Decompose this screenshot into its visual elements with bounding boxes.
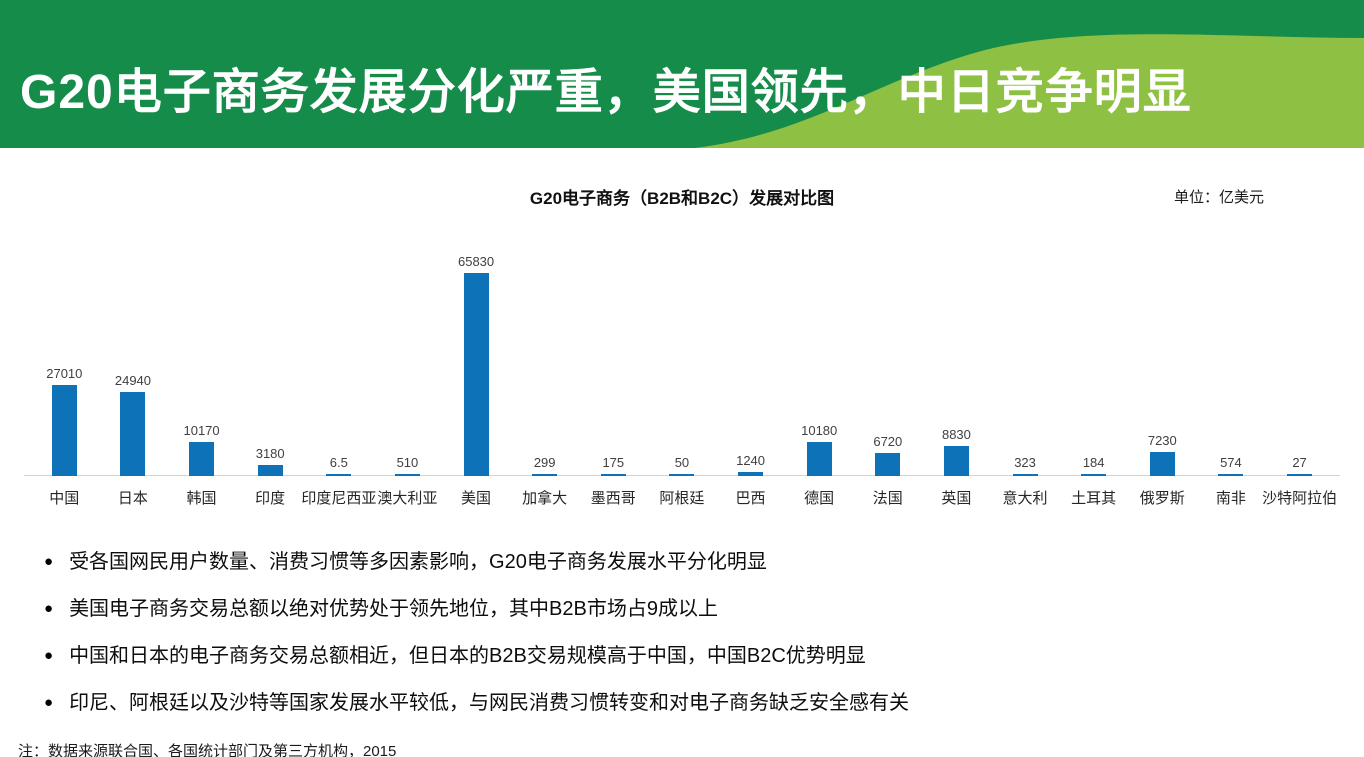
bar-value-label: 1240 [736, 453, 766, 468]
bar [669, 474, 695, 476]
bar [51, 385, 77, 476]
category-label: 韩国 [186, 490, 217, 507]
chart-title: G20电子商务（B2B和B2C）发展对比图 [529, 189, 835, 208]
bar-value-label: 6720 [873, 434, 903, 449]
bar-value-label: 7230 [1147, 433, 1177, 448]
bar [806, 442, 832, 476]
category-label: 阿根廷 [659, 490, 705, 507]
bar-value-label: 323 [1014, 455, 1036, 470]
bullet-item: ● 印尼、阿根廷以及沙特等国家发展水平较低，与网民消费习惯转变和对电子商务缺乏安… [44, 693, 1364, 714]
chart-unit-label: 单位：亿美元 [1173, 189, 1264, 206]
bar-group: 175 墨西哥 [579, 254, 648, 507]
bar [1081, 474, 1107, 476]
category-label: 巴西 [735, 490, 766, 507]
category-label: 南非 [1215, 490, 1246, 507]
bar [875, 453, 901, 476]
bar-group: 6.5 印度尼西亚 [301, 254, 376, 507]
bar-group: 3180 印度 [236, 254, 305, 507]
chart-section: G20电子商务（B2B和B2C）发展对比图 单位：亿美元 27010 中国 2494… [24, 184, 1340, 507]
category-label: 法国 [872, 490, 903, 507]
bar-value-label: 10170 [183, 423, 220, 438]
bar-group: 6720 法国 [854, 254, 923, 507]
bar [120, 392, 146, 476]
category-label: 美国 [461, 490, 492, 507]
bar-value-label: 184 [1082, 455, 1105, 470]
category-label: 印度尼西亚 [301, 490, 377, 507]
bar-group: 510 澳大利亚 [373, 254, 442, 507]
bar [1012, 474, 1038, 476]
category-label: 日本 [117, 490, 148, 507]
bar [943, 446, 969, 476]
bar-value-label: 6.5 [329, 455, 348, 470]
bullet-list: ● 受各国网民用户数量、消费习惯等多因素影响，G20电子商务发展水平分化明显 ●… [44, 552, 1364, 714]
bullet-text: 印尼、阿根廷以及沙特等国家发展水平较低，与网民消费习惯转变和对电子商务缺乏安全感… [69, 692, 910, 714]
bullet-item: ● 受各国网民用户数量、消费习惯等多因素影响，G20电子商务发展水平分化明显 [44, 552, 1364, 573]
bar-group: 299 加拿大 [510, 254, 579, 507]
category-label: 俄罗斯 [1139, 490, 1185, 507]
bar [1287, 474, 1313, 476]
bar-group: 1240 巴西 [716, 254, 785, 507]
bar-value-label: 175 [602, 455, 625, 470]
bullet-dot-icon: ● [44, 553, 54, 570]
source-note: 注：数据来源联合国、各国统计部门及第三方机构，2015 [18, 743, 397, 757]
bar-group: 8830 英国 [922, 254, 991, 507]
category-label: 土耳其 [1071, 490, 1117, 507]
bar-value-label: 3180 [255, 446, 285, 461]
category-label: 意大利 [1002, 490, 1048, 507]
category-label: 印度 [255, 490, 286, 507]
category-label: 墨西哥 [590, 490, 636, 507]
bar-value-label: 574 [1220, 455, 1242, 470]
bullet-text: 受各国网民用户数量、消费习惯等多因素影响，G20电子商务发展水平分化明显 [69, 551, 767, 573]
bar-group: 50 阿根廷 [648, 254, 717, 507]
chart-header-row: G20电子商务（B2B和B2C）发展对比图 单位：亿美元 [24, 184, 1340, 210]
bar-group: 7230 俄罗斯 [1128, 254, 1197, 507]
bar-group: 184 土耳其 [1059, 254, 1128, 507]
bar-group: 10180 德国 [785, 254, 854, 507]
bar [257, 465, 283, 476]
bar [394, 474, 420, 476]
bar-group: 27010 中国 [30, 254, 99, 507]
bar-value-label: 27 [1292, 455, 1307, 470]
chart-plot: 27010 中国 24940 日本 10170 韩国 3180 印度 6.5 印度尼西亚 510 澳大… [24, 254, 1340, 507]
bar [1149, 452, 1175, 476]
bar-group: 27 沙特阿拉伯 [1262, 254, 1337, 507]
bar-value-label: 299 [533, 455, 556, 470]
bar-group: 323 意大利 [991, 254, 1060, 507]
bullet-dot-icon: ● [44, 694, 54, 711]
bar-value-label: 510 [396, 455, 419, 470]
bar-value-label: 8830 [941, 427, 971, 442]
bar [738, 472, 764, 476]
bullet-dot-icon: ● [44, 647, 54, 664]
category-label: 德国 [804, 490, 835, 507]
category-label: 沙特阿拉伯 [1262, 490, 1338, 507]
bar-group: 574 南非 [1197, 254, 1266, 507]
slide-title: G20电子商务发展分化严重，美国领先，中日竞争明显 [20, 66, 1192, 119]
category-label: 英国 [941, 490, 972, 507]
category-label: 澳大利亚 [377, 490, 438, 507]
bar [189, 442, 215, 476]
bar [600, 474, 626, 476]
bar-value-label: 65830 [457, 254, 495, 269]
slide-header: G20电子商务发展分化严重，美国领先，中日竞争明显 [0, 0, 1364, 148]
bullet-text: 中国和日本的电子商务交易总额相近，但日本的B2B交易规模高于中国，中国B2C优势… [69, 645, 866, 667]
bar [1218, 474, 1244, 476]
bullet-item: ● 中国和日本的电子商务交易总额相近，但日本的B2B交易规模高于中国，中国B2C… [44, 646, 1364, 667]
category-label: 中国 [49, 490, 80, 507]
bar-group: 65830 美国 [442, 254, 511, 507]
bar-group: 10170 韩国 [167, 254, 236, 507]
bullet-item: ● 美国电子商务交易总额以绝对优势处于领先地位，其中B2B市场占9成以上 [44, 599, 1364, 620]
bar-value-label: 50 [674, 455, 690, 470]
bullet-text: 美国电子商务交易总额以绝对优势处于领先地位，其中B2B市场占9成以上 [69, 598, 718, 620]
bar [532, 474, 558, 476]
bar-value-label: 10180 [801, 423, 838, 438]
bar-group: 24940 日本 [99, 254, 168, 507]
bar [463, 273, 489, 476]
bar [326, 474, 352, 476]
bar-value-label: 24940 [114, 373, 152, 388]
bar-value-label: 27010 [46, 366, 83, 381]
category-label: 加拿大 [522, 490, 568, 507]
bullet-dot-icon: ● [44, 600, 54, 617]
